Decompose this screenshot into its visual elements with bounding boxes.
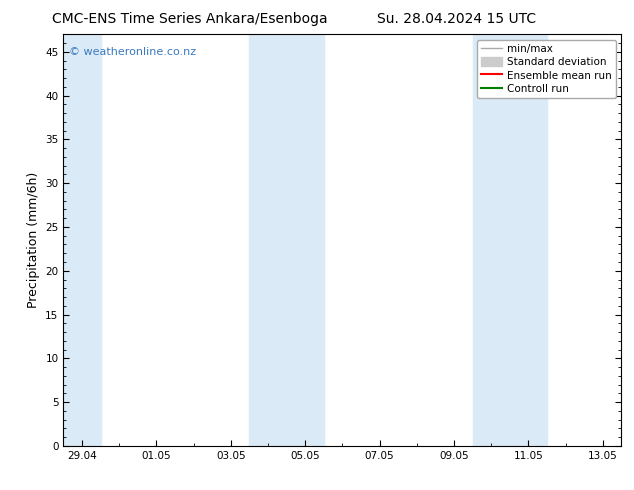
Legend: min/max, Standard deviation, Ensemble mean run, Controll run: min/max, Standard deviation, Ensemble me… [477,40,616,98]
Bar [63,34,101,446]
Text: © weatheronline.co.nz: © weatheronline.co.nz [69,47,196,57]
Text: CMC-ENS Time Series Ankara/Esenboga: CMC-ENS Time Series Ankara/Esenboga [53,12,328,26]
Bar [249,34,324,446]
Bar [472,34,547,446]
Y-axis label: Precipitation (mm/6h): Precipitation (mm/6h) [27,172,40,308]
Text: Su. 28.04.2024 15 UTC: Su. 28.04.2024 15 UTC [377,12,536,26]
